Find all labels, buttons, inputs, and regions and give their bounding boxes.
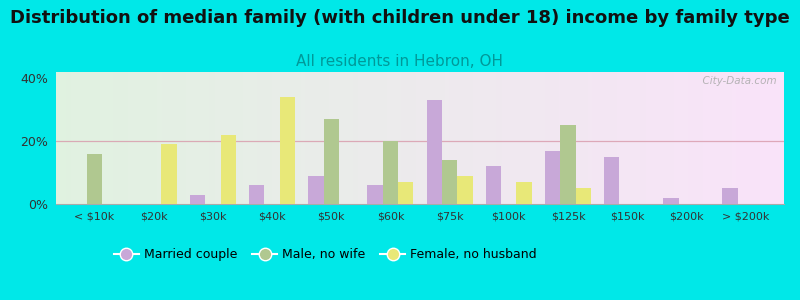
Bar xyxy=(308,176,323,204)
Bar xyxy=(722,188,738,204)
Bar xyxy=(398,182,414,204)
Bar xyxy=(382,141,398,204)
Bar xyxy=(367,185,382,204)
Bar xyxy=(545,151,560,204)
Bar xyxy=(86,154,102,204)
Bar xyxy=(458,176,473,204)
Bar xyxy=(517,182,532,204)
Bar xyxy=(486,166,501,204)
Bar xyxy=(442,160,458,204)
Bar xyxy=(221,135,236,204)
Bar xyxy=(280,97,295,204)
Bar xyxy=(426,100,442,204)
Text: Distribution of median family (with children under 18) income by family type: Distribution of median family (with chil… xyxy=(10,9,790,27)
Bar xyxy=(604,157,619,204)
Bar xyxy=(190,195,205,204)
Bar xyxy=(576,188,591,204)
Text: All residents in Hebron, OH: All residents in Hebron, OH xyxy=(297,54,503,69)
Bar xyxy=(560,125,576,204)
Bar xyxy=(663,198,678,204)
Bar xyxy=(323,119,339,204)
Legend: Married couple, Male, no wife, Female, no husband: Married couple, Male, no wife, Female, n… xyxy=(109,243,542,266)
Bar xyxy=(249,185,264,204)
Bar xyxy=(162,144,177,204)
Text: City-Data.com: City-Data.com xyxy=(696,76,777,86)
